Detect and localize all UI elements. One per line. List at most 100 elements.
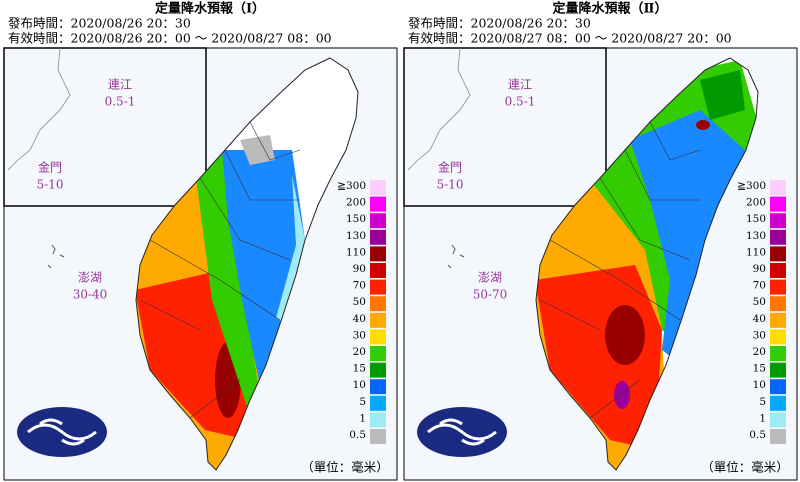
legend-swatch <box>770 379 786 395</box>
legend-swatch <box>370 196 386 212</box>
panel-title: 定量降水預報（Ⅱ） <box>552 1 668 17</box>
legend-swatch <box>370 329 386 345</box>
legend-swatch <box>370 362 386 378</box>
legend-swatch <box>770 329 786 345</box>
inset-name: 連江 <box>508 78 532 92</box>
inset-name: 金門 <box>38 160 62 175</box>
county-lines <box>139 121 301 419</box>
legend-swatch <box>370 312 386 328</box>
legend-label: 1 <box>359 412 366 424</box>
legend-label: 40 <box>753 313 766 325</box>
legend-label: 90 <box>353 263 366 275</box>
legend-label: 0.5 <box>749 429 766 441</box>
penghu-islands <box>47 244 65 269</box>
inset-box <box>3 47 207 207</box>
penghu-islands <box>447 244 465 269</box>
valid-time: 有效時間：2020/08/27 08：00 ～ 2020/08/27 20：00 <box>408 31 732 46</box>
legend-swatch <box>770 279 786 295</box>
legend-swatch <box>370 296 386 312</box>
inset-name: 連江 <box>108 78 132 92</box>
legend-swatch <box>370 395 386 411</box>
rain-area <box>195 150 262 410</box>
legend-label: 110 <box>746 246 766 258</box>
inset-name: 澎湖 <box>78 270 102 285</box>
valid-time: 有效時間：2020/08/26 20：00 ～ 2020/08/27 08：00 <box>8 31 332 46</box>
legend-label: 50 <box>753 296 766 308</box>
legend-label: ≧300 <box>737 180 766 192</box>
rain-area <box>222 150 305 385</box>
inset-value: 0.5-1 <box>505 95 536 109</box>
legend-label: ≧300 <box>337 180 366 192</box>
legend-swatch <box>770 246 786 262</box>
logo-swirl <box>27 418 97 446</box>
rain-regions <box>136 135 306 470</box>
legend-swatch <box>370 279 386 295</box>
legend-swatch <box>370 346 386 361</box>
legend-swatch <box>370 213 386 229</box>
island-outline <box>135 57 359 471</box>
coastline <box>7 47 71 171</box>
legend-swatch <box>370 429 386 444</box>
legend-label: 130 <box>346 230 366 242</box>
rain-area <box>696 120 710 130</box>
legend-swatch <box>370 180 386 195</box>
legend-swatch <box>370 263 386 278</box>
legend-swatch <box>770 196 786 212</box>
legend-swatch <box>370 246 386 262</box>
forecast-panel: 定量降水預報（Ⅰ）發布時間：2020/08/26 20：30有效時間：2020/… <box>3 1 398 481</box>
legend-label: 110 <box>346 246 366 258</box>
legend-label: 90 <box>753 263 766 275</box>
inset-name: 澎湖 <box>478 270 502 285</box>
legend-label: 150 <box>346 213 366 225</box>
inset-value: 30-40 <box>73 288 108 302</box>
logo-swirl <box>427 418 497 446</box>
legend-label: 1 <box>759 412 766 424</box>
island-outline <box>535 57 759 471</box>
legend-swatch <box>770 429 786 444</box>
legend-label: 5 <box>759 396 766 408</box>
legend-label: 20 <box>753 346 766 358</box>
rain-area <box>700 70 745 120</box>
inset-box <box>403 47 607 207</box>
legend-label: 0.5 <box>349 429 366 441</box>
legend-label: 150 <box>746 213 766 225</box>
legend-label: 40 <box>353 313 366 325</box>
legend-swatch <box>770 180 786 195</box>
legend-label: 10 <box>753 379 766 391</box>
inset-value: 50-70 <box>473 288 508 302</box>
issued-time: 發布時間：2020/08/26 20：30 <box>8 16 191 31</box>
legend-label: 5 <box>359 396 366 408</box>
legend-label: 20 <box>353 346 366 358</box>
legend-swatch <box>770 312 786 328</box>
legend-label: 70 <box>353 280 366 292</box>
legend-label: 15 <box>753 363 766 375</box>
unit-label: （單位：毫米） <box>701 460 789 475</box>
inset-value: 5-10 <box>37 178 64 192</box>
legend-label: 200 <box>346 197 366 209</box>
legend-swatch <box>370 229 386 245</box>
rain-area <box>605 305 645 365</box>
legend-label: 30 <box>753 329 766 341</box>
panel-title: 定量降水預報（Ⅰ） <box>154 1 265 17</box>
legend-label: 70 <box>753 280 766 292</box>
rain-area <box>630 110 745 360</box>
legend-swatch <box>770 213 786 229</box>
legend-label: 15 <box>353 363 366 375</box>
unit-label: （單位：毫米） <box>301 460 389 475</box>
legend-swatch <box>770 229 786 245</box>
issued-time: 發布時間：2020/08/26 20：30 <box>408 16 591 31</box>
inset-value: 5-10 <box>437 178 464 192</box>
legend-swatch <box>770 362 786 378</box>
inset-value: 0.5-1 <box>105 95 136 109</box>
legend-label: 10 <box>353 379 366 391</box>
legend-label: 200 <box>746 197 766 209</box>
rain-area <box>614 381 630 409</box>
rain-area <box>240 135 275 165</box>
legend-swatch <box>770 412 786 428</box>
legend-label: 130 <box>746 230 766 242</box>
legend-swatch <box>770 346 786 361</box>
forecast-panel: 定量降水預報（Ⅱ）發布時間：2020/08/26 20：30有效時間：2020/… <box>403 1 798 481</box>
county-lines <box>539 121 701 419</box>
legend-swatch <box>370 379 386 395</box>
